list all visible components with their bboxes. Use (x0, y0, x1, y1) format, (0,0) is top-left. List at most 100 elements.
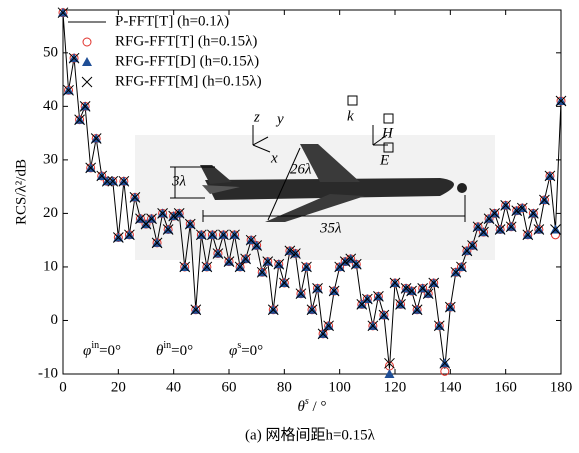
marker (433, 320, 445, 332)
y-tick-label: 50 (43, 44, 58, 60)
legend-label: RFG-FFT[D] (h=0.15λ) (115, 53, 259, 69)
marker (112, 232, 124, 243)
marker (184, 218, 196, 230)
marker (295, 288, 307, 300)
marker (234, 261, 246, 273)
marker (516, 202, 528, 214)
marker (101, 175, 113, 187)
inset-label: 26λ (290, 161, 312, 177)
marker (373, 291, 384, 302)
marker (179, 261, 191, 273)
marker (411, 304, 423, 316)
marker (290, 248, 301, 259)
text-part: φ (83, 343, 91, 359)
marker (68, 52, 80, 64)
marker (57, 7, 69, 19)
text-part: =0° (241, 343, 263, 359)
annotation: θin=0° (156, 340, 193, 359)
x-tick-label: 100 (328, 379, 351, 395)
marker (550, 224, 561, 235)
marker (201, 261, 213, 273)
text-part: / ° (309, 399, 327, 415)
marker (223, 256, 235, 267)
marker (129, 191, 141, 203)
marker (539, 194, 550, 206)
marker (312, 282, 323, 294)
marker (251, 240, 263, 251)
text-part: =0° (171, 343, 193, 359)
marker (400, 282, 412, 294)
inset-label: 3λ (171, 173, 187, 189)
marker (256, 266, 268, 278)
marker (168, 210, 180, 222)
marker (478, 226, 489, 238)
legend-label: RFG-FFT[M] (h=0.15λ) (115, 73, 262, 89)
x-tick-label: 20 (111, 379, 126, 395)
legend-label: P-FFT[T] (h=0.1λ) (115, 13, 229, 29)
marker (317, 328, 329, 340)
x-tick-label: 180 (550, 379, 573, 395)
marker (146, 213, 157, 225)
marker (328, 285, 340, 297)
marker (428, 277, 440, 289)
legend-swatch (81, 76, 93, 88)
y-tick-label: 30 (43, 151, 58, 167)
plot-frame (62, 9, 562, 375)
marker (494, 224, 506, 235)
marker (440, 366, 450, 376)
x-tick-label: 40 (166, 379, 181, 395)
y-tick-label: -10 (38, 365, 58, 381)
marker (367, 320, 379, 332)
inset-label: x (270, 150, 278, 166)
marker (406, 285, 417, 297)
marker (212, 248, 224, 259)
marker (278, 277, 290, 289)
legend-swatch (82, 57, 92, 66)
marker (444, 301, 456, 313)
marker (107, 175, 119, 187)
x-tick-label: 120 (384, 379, 407, 395)
text-part: =0° (99, 343, 121, 359)
marker (90, 133, 102, 144)
marker (439, 357, 451, 369)
annotation: φs=0° (229, 340, 263, 359)
inset-label: z (253, 109, 260, 125)
text-part: s (237, 340, 241, 351)
inset-label: 35λ (319, 220, 342, 236)
marker (173, 208, 185, 219)
x-tick-label: 60 (222, 379, 237, 395)
marker (240, 253, 251, 265)
inset-label: y (275, 111, 284, 127)
marker (306, 304, 318, 316)
inset-label: H (381, 125, 394, 141)
legend-label: RFG-FFT[T] (h=0.15λ) (115, 33, 257, 49)
marker (74, 114, 85, 126)
marker (511, 205, 523, 217)
marker (63, 84, 74, 96)
marker (207, 229, 218, 241)
marker (422, 288, 434, 300)
marker (118, 175, 130, 187)
text-part: θ (156, 343, 164, 359)
x-tick-label: 0 (59, 379, 67, 395)
marker (544, 170, 556, 182)
legend-swatch (82, 37, 92, 47)
marker (229, 229, 240, 241)
marker (378, 309, 390, 321)
marker (555, 95, 567, 107)
marker (85, 162, 97, 174)
marker (124, 229, 135, 241)
marker (527, 208, 539, 219)
inset-label: k (347, 108, 354, 124)
marker (522, 229, 534, 241)
marker (505, 221, 517, 233)
marker (262, 256, 274, 267)
x-tick-label: 80 (277, 379, 292, 395)
aircraft (200, 144, 467, 222)
marker (389, 277, 401, 289)
marker (267, 304, 279, 316)
x-tick-label: 140 (439, 379, 462, 395)
marker (284, 245, 296, 257)
caption: (a) 网格间距h=0.15λ (245, 426, 376, 443)
